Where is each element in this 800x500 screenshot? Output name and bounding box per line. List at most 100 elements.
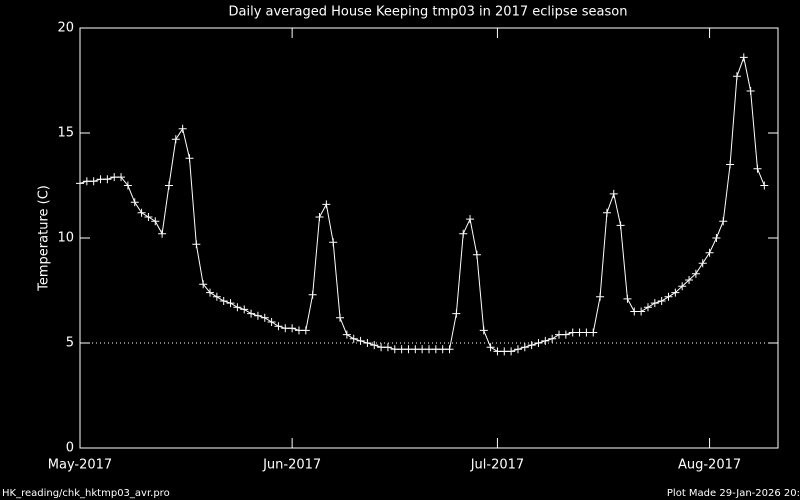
data-marker [705,248,714,257]
chart-title: Daily averaged House Keeping tmp03 in 20… [229,5,628,20]
data-marker [760,181,769,190]
data-marker [123,181,132,190]
data-marker [96,175,105,184]
data-marker [274,322,283,331]
data-marker [110,173,119,182]
data-marker [151,217,160,226]
data-marker [164,181,173,190]
data-marker [349,334,358,343]
data-marker [602,208,611,217]
data-marker [671,288,680,297]
footer-left: HK_reading/chk_hktmp03_avr.pro [2,488,170,499]
data-marker [212,292,221,301]
footer-right: Plot Made 29-Jan-2026 20: [667,488,800,499]
data-marker [377,343,386,352]
y-tick-label: 5 [66,336,74,351]
data-marker [657,297,666,305]
data-marker [466,215,475,224]
data-marker [76,179,84,188]
data-marker [158,229,167,238]
y-axis-label: Temperature (C) [37,185,52,292]
x-tick-label: May-2017 [48,458,112,473]
data-marker [486,343,495,352]
data-marker [623,294,632,303]
data-marker [753,164,762,173]
data-marker [459,229,468,238]
data-marker [82,177,91,186]
data-line [79,55,765,352]
data-marker [609,189,618,198]
data-marker [342,330,351,339]
data-marker [425,345,433,354]
x-tick-label: Aug-2017 [678,458,741,473]
data-marker [267,318,276,326]
data-marker [253,311,262,320]
data-marker [698,259,707,268]
data-marker [568,328,577,337]
data-marker [356,336,365,345]
data-marker [404,345,413,354]
data-marker [294,326,303,335]
data-marker [507,347,516,356]
data-marker [130,198,139,207]
data-marker [199,280,208,289]
data-marker [555,330,564,339]
data-marker [322,200,331,209]
data-marker [117,173,126,182]
data-marker [397,345,406,354]
data-marker [336,313,345,322]
data-marker [226,299,235,308]
y-tick-label: 15 [57,126,74,141]
data-marker [472,250,481,259]
data-marker [185,154,194,163]
data-marker [691,269,700,278]
data-marker [370,341,379,350]
data-marker [513,345,522,354]
data-marker [596,292,605,301]
data-marker [678,282,687,291]
data-marker [240,305,249,314]
data-marker [137,208,146,217]
data-marker [301,326,310,335]
data-marker [582,328,591,337]
data-marker [616,221,625,230]
data-marker [383,343,392,352]
plot-frame [79,27,779,449]
data-marker [411,345,420,354]
data-marker [712,234,721,242]
data-marker [247,309,256,318]
data-marker [233,303,242,312]
data-marker [746,87,755,95]
x-tick-label: Jul-2017 [470,458,524,473]
data-marker [308,290,317,299]
x-tick-label: Jun-2017 [262,458,321,473]
data-marker [589,328,598,337]
data-marker [390,345,399,354]
data-marker [260,313,269,322]
data-marker [732,72,741,81]
y-tick-label: 0 [66,441,74,456]
data-marker [219,297,228,305]
data-marker [726,160,735,169]
data-marker [575,328,584,337]
data-marker [650,299,659,308]
y-tick-label: 10 [57,231,74,246]
data-marker [144,213,153,221]
data-marker [637,307,646,316]
data-marker [288,324,297,333]
data-marker [548,334,557,343]
data-marker [431,345,440,354]
data-marker [329,238,338,247]
data-marker [479,326,488,335]
data-marker [438,345,447,354]
data-marker [561,330,570,339]
data-marker [103,175,112,184]
data-marker [315,213,324,221]
data-marker [520,343,529,352]
data-marker [500,347,509,356]
data-marker [171,135,180,144]
data-marker [664,292,673,301]
data-marker [363,339,372,347]
data-marker [206,288,215,297]
